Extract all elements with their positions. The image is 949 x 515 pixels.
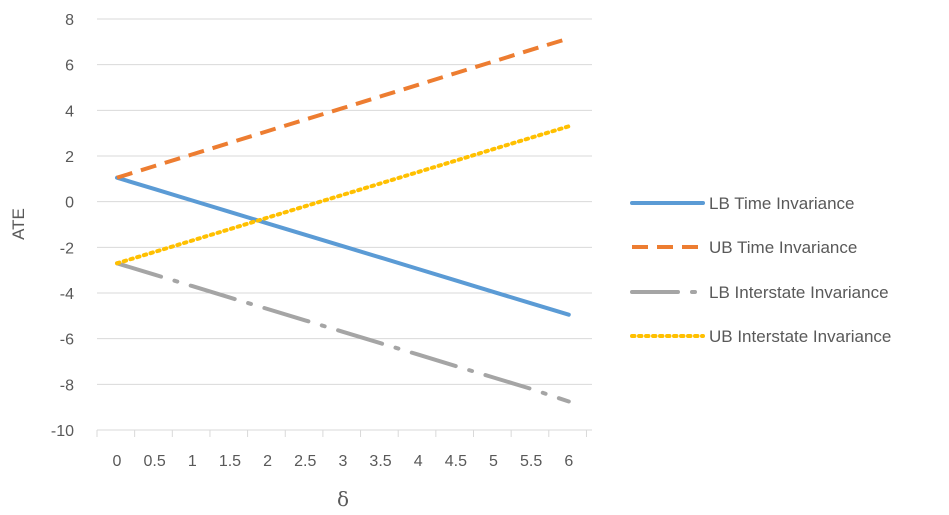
legend-label-2: LB Interstate Invariance bbox=[709, 283, 889, 302]
y-axis-ticks: 8 6 4 2 0 -2 -4 -6 -8 -10 bbox=[51, 12, 74, 440]
y-tick-label: 4 bbox=[65, 103, 74, 120]
x-tick-label: 4 bbox=[414, 453, 423, 470]
x-tick-label: 5.5 bbox=[520, 453, 542, 470]
legend-label-1: UB Time Invariance bbox=[709, 238, 857, 257]
y-axis-title: ATE bbox=[9, 208, 28, 240]
series-line-1 bbox=[116, 36, 570, 180]
x-tick-label: 1 bbox=[188, 453, 197, 470]
x-tick-label: 2 bbox=[263, 453, 272, 470]
y-tick-label: 2 bbox=[65, 149, 74, 166]
series-lines bbox=[115, 36, 571, 404]
series-line-2 bbox=[115, 261, 571, 404]
y-tick-label: 0 bbox=[65, 195, 74, 212]
y-tick-label: -6 bbox=[60, 332, 74, 349]
x-axis-ticks: 0 0.5 1 1.5 2 2.5 3 3.5 4 4.5 5 5.5 6 bbox=[96, 430, 587, 470]
legend: LB Time Invariance UB Time Invariance LB I… bbox=[630, 194, 891, 346]
x-axis-title: δ bbox=[337, 487, 349, 511]
y-tick-label: 8 bbox=[65, 12, 74, 29]
x-tick-label: 6 bbox=[564, 453, 573, 470]
series-line-0 bbox=[115, 175, 571, 317]
legend-label-3: UB Interstate Invariance bbox=[709, 327, 891, 346]
x-tick-label: 1.5 bbox=[219, 453, 241, 470]
y-tick-label: -10 bbox=[51, 423, 74, 440]
x-tick-label: 2.5 bbox=[294, 453, 316, 470]
y-tick-label: -8 bbox=[60, 377, 74, 394]
x-tick-label: 0.5 bbox=[144, 453, 166, 470]
x-tick-label: 5 bbox=[489, 453, 498, 470]
x-tick-label: 3.5 bbox=[369, 453, 391, 470]
gridlines bbox=[97, 18, 592, 431]
series-line-3 bbox=[115, 124, 571, 266]
y-tick-label: 6 bbox=[65, 58, 74, 75]
y-tick-label: -2 bbox=[60, 240, 74, 257]
x-tick-label: 4.5 bbox=[445, 453, 467, 470]
y-tick-label: -4 bbox=[60, 286, 74, 303]
x-tick-label: 3 bbox=[338, 453, 347, 470]
legend-label-0: LB Time Invariance bbox=[709, 194, 855, 213]
x-tick-label: 0 bbox=[113, 453, 122, 470]
